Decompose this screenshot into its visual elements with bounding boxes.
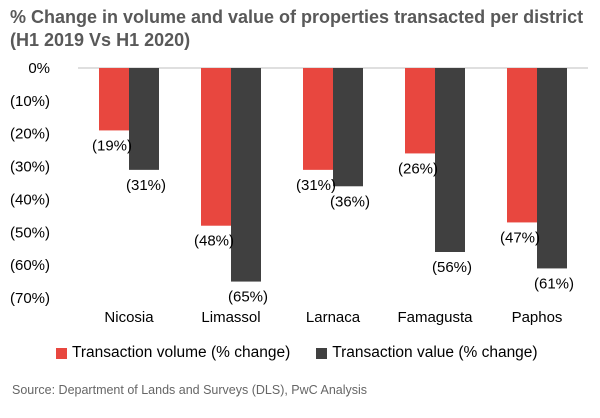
x-category-label: Paphos [512, 309, 563, 326]
bar-value [435, 68, 465, 252]
source-note: Source: Department of Lands and Surveys … [12, 383, 368, 397]
y-tick-label: (30%) [10, 159, 50, 176]
chart-title: % Change in volume and value of properti… [10, 7, 584, 50]
legend-swatch-volume [56, 347, 67, 359]
bar-value [231, 68, 261, 282]
bar-volume [507, 68, 537, 223]
legend-label-volume: Transaction volume (% change) [72, 344, 291, 361]
bar-volume [303, 68, 333, 170]
labels-group: 0% (10%) (20%) (30%) (40%) (50%) (60%) (70%) (19… [10, 60, 574, 326]
data-label-value: (56%) [432, 259, 472, 276]
data-label-volume: (48%) [194, 233, 234, 250]
y-tick-label: (70%) [10, 290, 50, 307]
data-label-volume: (47%) [500, 229, 540, 246]
y-tick-label: (40%) [10, 191, 50, 208]
y-tick-label: (20%) [10, 126, 50, 143]
data-label-volume: (31%) [296, 177, 336, 194]
legend: Transaction volume (% change) Transactio… [56, 344, 596, 362]
legend-label-value: Transaction value (% change) [332, 344, 538, 361]
y-tick-label: (50%) [10, 224, 50, 241]
legend-swatch-value [316, 347, 328, 359]
x-category-label: Limassol [201, 309, 260, 326]
data-label-volume: (19%) [92, 137, 132, 154]
data-label-value: (65%) [228, 289, 268, 306]
data-label-value: (31%) [126, 177, 166, 194]
data-label-volume: (26%) [398, 160, 438, 177]
data-label-value: (36%) [330, 193, 370, 210]
x-category-label: Nicosia [104, 309, 154, 326]
bar-volume [405, 68, 435, 154]
bar-volume [201, 68, 231, 226]
y-tick-label: 0% [28, 60, 50, 77]
legend-item-value: Transaction value (% change) [316, 344, 538, 362]
bar-value [333, 68, 363, 187]
x-category-label: Famagusta [397, 309, 473, 326]
legend-item-volume: Transaction volume (% change) [56, 344, 290, 362]
data-label-value: (61%) [534, 275, 574, 292]
bars-group [78, 67, 588, 282]
bar-volume [99, 68, 129, 131]
bar-value [537, 68, 567, 269]
x-category-label: Larnaca [306, 309, 361, 326]
y-tick-label: (10%) [10, 93, 50, 110]
y-tick-label: (60%) [10, 257, 50, 274]
bar-value [129, 68, 159, 170]
